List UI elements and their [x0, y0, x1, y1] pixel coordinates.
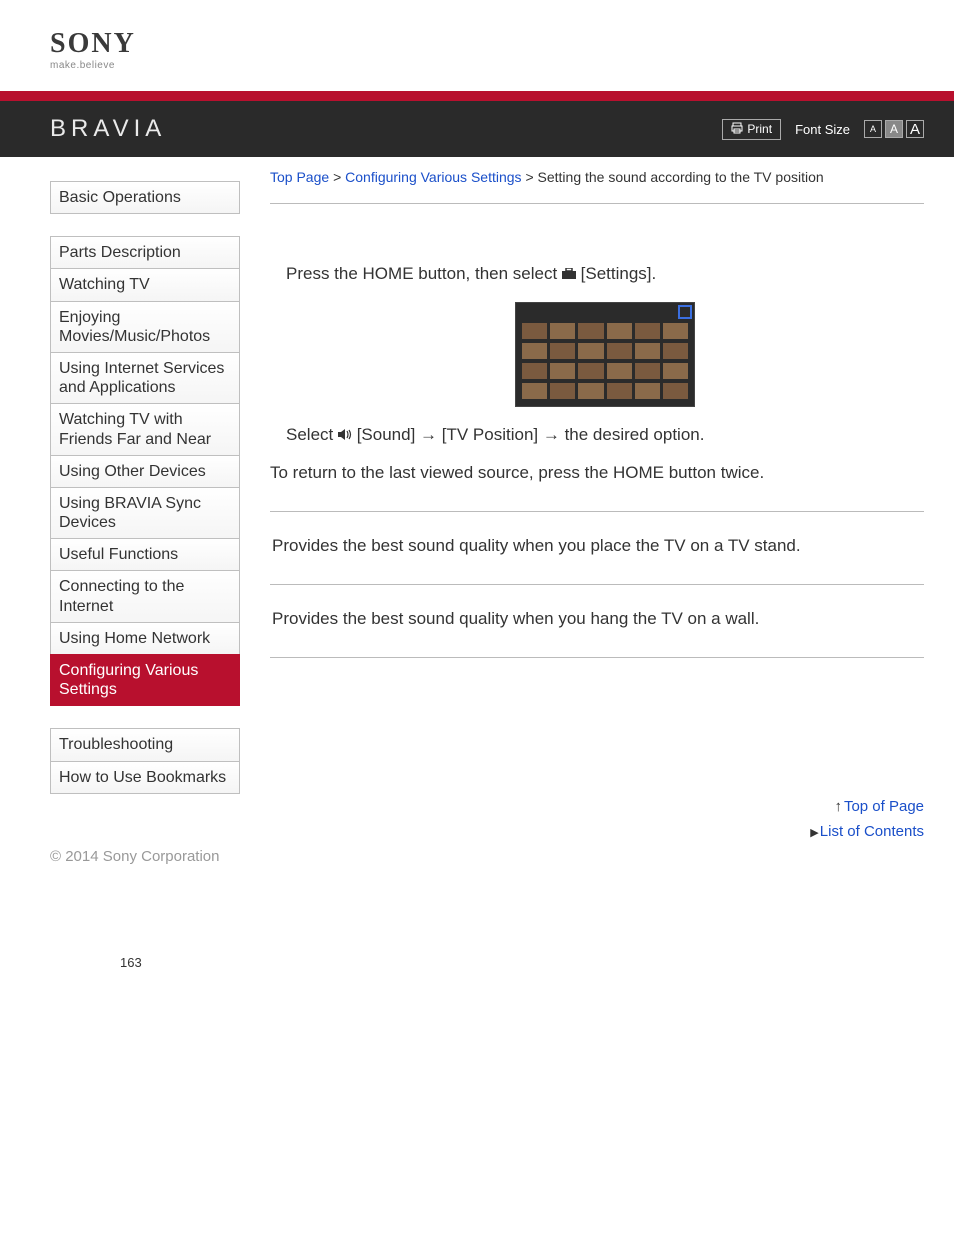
step-1-post: [Settings]. — [576, 264, 656, 283]
copyright: © 2014 Sony Corporation — [50, 848, 220, 865]
breadcrumb: Top Page > Configuring Various Settings … — [270, 169, 924, 185]
toolbox-icon — [562, 267, 576, 282]
sidebar-group-2: Parts Description Watching TV Enjoying M… — [50, 236, 240, 706]
top-of-page-label: Top of Page — [844, 798, 924, 815]
header-bar: BRAVIA Print Font Size A A A — [0, 101, 954, 157]
option-wall-mount-desc: Provides the best sound quality when you… — [270, 599, 924, 643]
main-content: Top Page > Configuring Various Settings … — [270, 169, 924, 848]
list-of-contents-link[interactable]: ▶List of Contents — [270, 823, 924, 840]
sidebar-item-other-devices[interactable]: Using Other Devices — [50, 455, 240, 487]
sidebar: Basic Operations Parts Description Watch… — [50, 169, 240, 848]
tv-menu-thumbnail — [515, 302, 695, 407]
arrow-right-icon: ▶ — [810, 827, 818, 839]
step-1: Press the HOME button, then select [Sett… — [286, 264, 924, 284]
print-label: Print — [747, 122, 772, 136]
divider — [270, 203, 924, 204]
print-icon — [731, 122, 743, 137]
font-size-small-button[interactable]: A — [864, 120, 882, 138]
tagline: make.believe — [50, 60, 954, 71]
font-size-label: Font Size — [795, 122, 850, 137]
page-number: 163 — [0, 865, 954, 970]
breadcrumb-sep: > — [525, 169, 533, 185]
breadcrumb-mid[interactable]: Configuring Various Settings — [345, 169, 521, 185]
sidebar-item-connecting-internet[interactable]: Connecting to the Internet — [50, 570, 240, 621]
option-table-stand: Provides the best sound quality when you… — [270, 526, 924, 570]
sidebar-item-configuring-settings[interactable]: Configuring Various Settings — [50, 654, 240, 706]
sidebar-item-useful-functions[interactable]: Useful Functions — [50, 538, 240, 570]
sidebar-group-1: Basic Operations — [50, 181, 240, 214]
bravia-logo: BRAVIA — [50, 115, 166, 143]
sidebar-item-watching-tv[interactable]: Watching TV — [50, 268, 240, 300]
font-size-medium-button[interactable]: A — [885, 120, 903, 138]
sidebar-item-bravia-sync[interactable]: Using BRAVIA Sync Devices — [50, 487, 240, 538]
divider — [270, 511, 924, 512]
breadcrumb-current: Setting the sound according to the TV po… — [538, 169, 824, 185]
sidebar-item-movies-music-photos[interactable]: Enjoying Movies/Music/Photos — [50, 301, 240, 352]
sidebar-item-friends-far-near[interactable]: Watching TV with Friends Far and Near — [50, 403, 240, 454]
option-wall-mount: Provides the best sound quality when you… — [270, 599, 924, 643]
sidebar-item-internet-services[interactable]: Using Internet Services and Applications — [50, 352, 240, 403]
sidebar-item-troubleshooting[interactable]: Troubleshooting — [50, 728, 240, 760]
step-1-pre: Press the HOME button, then select — [286, 264, 562, 283]
sony-logo: SONY — [50, 30, 954, 58]
speaker-icon — [338, 428, 352, 443]
step-2: Select [Sound] → [TV Position] → the des… — [286, 425, 924, 445]
step-2-post: [Sound] → [TV Position] → the desired op… — [352, 425, 704, 444]
font-size-large-button[interactable]: A — [906, 120, 924, 138]
sidebar-item-parts-description[interactable]: Parts Description — [50, 236, 240, 268]
breadcrumb-top[interactable]: Top Page — [270, 169, 329, 185]
sidebar-item-home-network[interactable]: Using Home Network — [50, 622, 240, 654]
sidebar-item-basic-operations[interactable]: Basic Operations — [50, 181, 240, 214]
arrow-up-icon: ↑ — [834, 798, 842, 815]
return-note: To return to the last viewed source, pre… — [270, 463, 924, 483]
list-of-contents-label: List of Contents — [820, 823, 924, 840]
divider — [270, 584, 924, 585]
sidebar-item-bookmarks[interactable]: How to Use Bookmarks — [50, 761, 240, 794]
breadcrumb-sep: > — [333, 169, 341, 185]
option-table-stand-desc: Provides the best sound quality when you… — [270, 526, 924, 570]
sidebar-group-3: Troubleshooting How to Use Bookmarks — [50, 728, 240, 793]
divider — [270, 657, 924, 658]
top-of-page-link[interactable]: ↑Top of Page — [270, 798, 924, 815]
accent-bar — [0, 91, 954, 101]
print-button[interactable]: Print — [722, 119, 781, 140]
step-2-pre: Select — [286, 425, 338, 444]
